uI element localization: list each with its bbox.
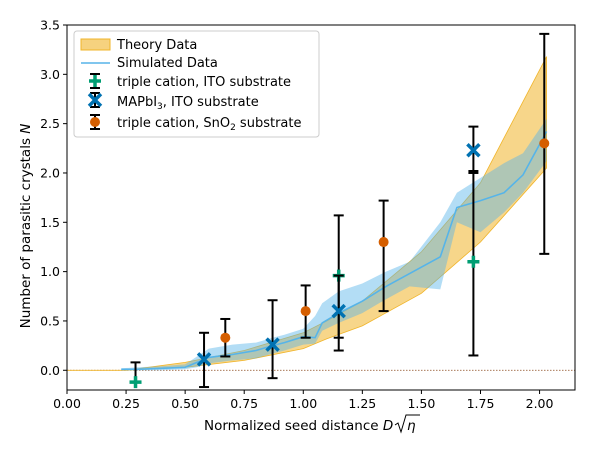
legend-theory-label: Theory Data [116, 38, 197, 53]
x-tick-label: 1.25 [348, 396, 376, 411]
y-tick-label: 2.5 [40, 116, 60, 131]
plot-area [67, 32, 575, 389]
marker-circle [539, 138, 550, 149]
legend-m2-marker [87, 92, 103, 108]
x-tick-label: 1.00 [289, 396, 317, 411]
legend-box [73, 30, 320, 138]
theory-band [67, 56, 547, 371]
y-tick-label: 2.0 [40, 165, 60, 180]
y-tick-label: 0.5 [40, 313, 60, 328]
marker-circle [300, 306, 311, 317]
legend: Theory Data Simulated Data triple cation… [73, 30, 320, 138]
y-tick-label: 3.5 [40, 18, 60, 33]
axes: 0.00 0.25 0.50 0.75 1.00 1.25 1.50 1.75 2.00 0.0 0… [40, 18, 576, 411]
marker-plus [129, 376, 142, 389]
marker-x [331, 303, 346, 319]
marker-x [466, 143, 481, 158]
plot-frame [66, 24, 576, 391]
marker-circle [378, 237, 389, 248]
legend-m2-label: MAPbI3, ITO substrate [117, 95, 259, 112]
marker-x [196, 352, 212, 367]
sqrt-symbol [394, 414, 420, 434]
x-axis-label: Normalized seed distance D η [204, 414, 420, 434]
x-tick-label: 2.00 [526, 396, 554, 411]
y-axis-label: Number of parasitic crystals N [18, 124, 34, 329]
y-tick-label: 3.0 [40, 67, 60, 82]
legend-theory-swatch [80, 38, 111, 51]
simulated-band [121, 118, 547, 371]
legend-m1-marker [89, 73, 101, 89]
x-tick-label: 0.50 [171, 396, 199, 411]
legend-m1-label: triple cation, ITO substrate [117, 75, 291, 90]
x-tick-label: 0.00 [53, 396, 81, 411]
marker-x [265, 337, 280, 352]
x-tick-label: 1.75 [467, 396, 495, 411]
legend-m3-label: triple cation, SnO2 substrate [117, 116, 301, 133]
x-tick-label: 0.25 [112, 396, 140, 411]
y-tick-label: 0.0 [40, 363, 60, 378]
x-tick-label: 0.75 [230, 396, 258, 411]
simulated-line [121, 131, 548, 371]
marker-circle [220, 332, 231, 343]
y-tick-label: 1.5 [40, 215, 60, 230]
x-tick-label: 1.50 [407, 396, 435, 411]
svg-text:Normalized seed distance D: Normalized seed distance D [204, 418, 393, 434]
svg-text:η: η [407, 418, 416, 434]
y-tick-label: 1.0 [40, 264, 60, 279]
legend-simulated-label: Simulated Data [117, 56, 218, 71]
marker-plus [467, 255, 480, 268]
legend-m3-marker [90, 114, 100, 130]
